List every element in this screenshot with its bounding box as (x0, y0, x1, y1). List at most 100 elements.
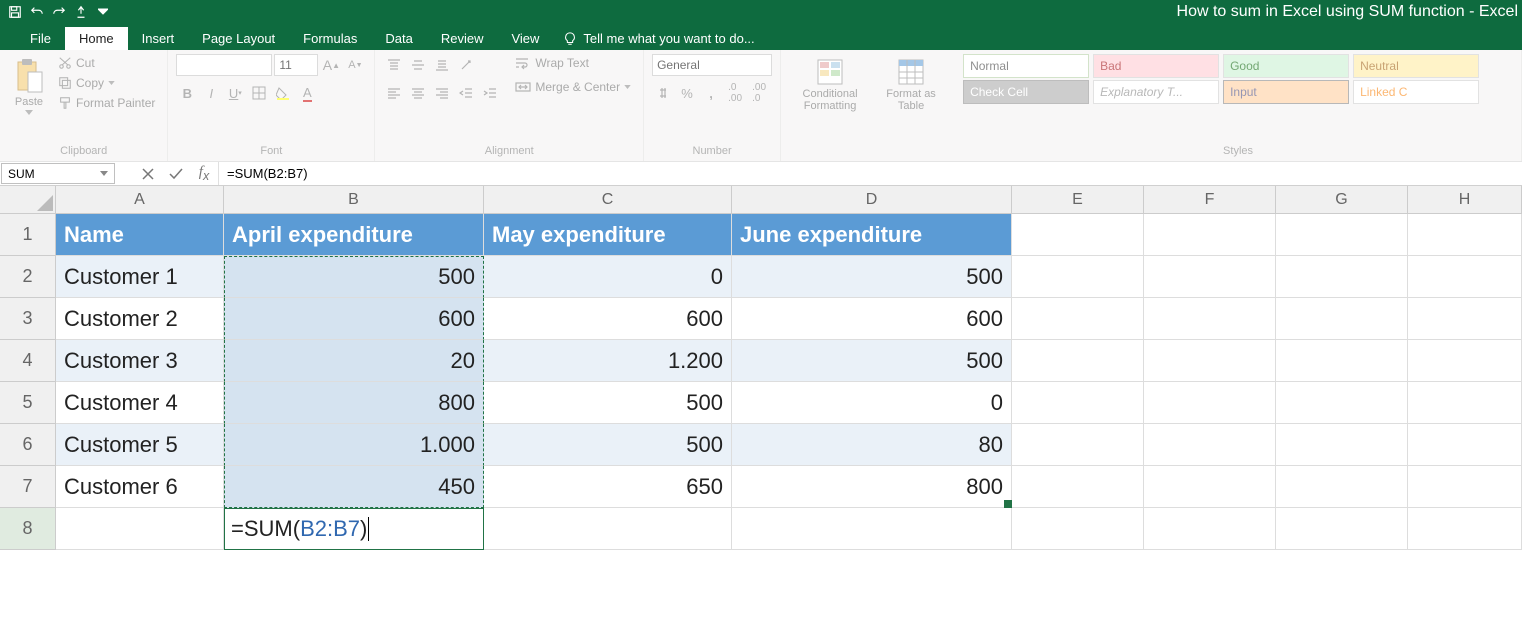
cell-G2[interactable] (1276, 256, 1408, 298)
font-size-input[interactable] (274, 54, 318, 76)
cell-B6[interactable]: 1.000 (224, 424, 484, 466)
conditional-formatting-button[interactable]: Conditional Formatting (789, 54, 871, 116)
cell-F2[interactable] (1144, 256, 1276, 298)
percent-icon[interactable]: % (676, 82, 698, 104)
qat-customize-icon[interactable] (92, 2, 114, 22)
cell-H8[interactable] (1408, 508, 1522, 550)
style-bad[interactable]: Bad (1093, 54, 1219, 78)
currency-icon[interactable] (652, 82, 674, 104)
cell-D8[interactable] (732, 508, 1012, 550)
fill-handle[interactable] (1004, 500, 1012, 508)
style-good[interactable]: Good (1223, 54, 1349, 78)
cell-E6[interactable] (1012, 424, 1144, 466)
number-format-select[interactable] (652, 54, 772, 76)
orientation-icon[interactable] (455, 54, 477, 76)
cell-G7[interactable] (1276, 466, 1408, 508)
column-header-D[interactable]: D (732, 186, 1012, 214)
increase-indent-icon[interactable] (479, 82, 501, 104)
row-header-3[interactable]: 3 (0, 298, 56, 340)
align-center-icon[interactable] (407, 82, 429, 104)
save-icon[interactable] (4, 2, 26, 22)
column-header-G[interactable]: G (1276, 186, 1408, 214)
cell-B4[interactable]: 20 (224, 340, 484, 382)
row-header-6[interactable]: 6 (0, 424, 56, 466)
decrease-indent-icon[interactable] (455, 82, 477, 104)
cell-G4[interactable] (1276, 340, 1408, 382)
cell-E5[interactable] (1012, 382, 1144, 424)
cell-A5[interactable]: Customer 4 (56, 382, 224, 424)
styles-gallery[interactable]: NormalBadGoodNeutralCheck CellExplanator… (963, 54, 1481, 104)
column-header-C[interactable]: C (484, 186, 732, 214)
border-button[interactable] (248, 82, 270, 104)
cell-B7[interactable]: 450 (224, 466, 484, 508)
cell-C5[interactable]: 500 (484, 382, 732, 424)
cancel-formula-button[interactable] (134, 162, 162, 185)
style-check-cell[interactable]: Check Cell (963, 80, 1089, 104)
cell-C1[interactable]: May expenditure (484, 214, 732, 256)
cell-F8[interactable] (1144, 508, 1276, 550)
select-all-corner[interactable] (0, 186, 56, 214)
style-explanatory-t-[interactable]: Explanatory T... (1093, 80, 1219, 104)
cell-H7[interactable] (1408, 466, 1522, 508)
tab-file[interactable]: File (16, 27, 65, 50)
cell-G1[interactable] (1276, 214, 1408, 256)
column-header-F[interactable]: F (1144, 186, 1276, 214)
row-header-5[interactable]: 5 (0, 382, 56, 424)
cell-C6[interactable]: 500 (484, 424, 732, 466)
cell-A3[interactable]: Customer 2 (56, 298, 224, 340)
align-bottom-icon[interactable] (431, 54, 453, 76)
align-top-icon[interactable] (383, 54, 405, 76)
tab-review[interactable]: Review (427, 27, 498, 50)
undo-icon[interactable] (26, 2, 48, 22)
tab-page-layout[interactable]: Page Layout (188, 27, 289, 50)
tab-insert[interactable]: Insert (128, 27, 189, 50)
cell-E3[interactable] (1012, 298, 1144, 340)
font-name-input[interactable] (176, 54, 272, 76)
row-header-1[interactable]: 1 (0, 214, 56, 256)
decrease-decimal-icon[interactable]: .00.0 (748, 82, 770, 104)
formula-input[interactable]: =SUM(B2:B7) (218, 162, 1522, 185)
row-header-4[interactable]: 4 (0, 340, 56, 382)
style-linked-c[interactable]: Linked C (1353, 80, 1479, 104)
cell-D6[interactable]: 80 (732, 424, 1012, 466)
cell-A2[interactable]: Customer 1 (56, 256, 224, 298)
cell-A1[interactable]: Name (56, 214, 224, 256)
row-header-2[interactable]: 2 (0, 256, 56, 298)
cell-H3[interactable] (1408, 298, 1522, 340)
comma-icon[interactable]: , (700, 82, 722, 104)
column-header-H[interactable]: H (1408, 186, 1522, 214)
cell-A8[interactable] (56, 508, 224, 550)
style-normal[interactable]: Normal (963, 54, 1089, 78)
tab-data[interactable]: Data (371, 27, 426, 50)
cell-B2[interactable]: 500 (224, 256, 484, 298)
redo-icon[interactable] (48, 2, 70, 22)
cell-D7[interactable]: 800 (732, 466, 1012, 508)
italic-button[interactable]: I (200, 82, 222, 104)
cell-D2[interactable]: 500 (732, 256, 1012, 298)
align-left-icon[interactable] (383, 82, 405, 104)
cell-C3[interactable]: 600 (484, 298, 732, 340)
cut-button[interactable]: Cut (54, 54, 159, 72)
cell-F3[interactable] (1144, 298, 1276, 340)
row-header-8[interactable]: 8 (0, 508, 56, 550)
bold-button[interactable]: B (176, 82, 198, 104)
cell-A7[interactable]: Customer 6 (56, 466, 224, 508)
align-right-icon[interactable] (431, 82, 453, 104)
align-middle-icon[interactable] (407, 54, 429, 76)
cell-F1[interactable] (1144, 214, 1276, 256)
cell-F4[interactable] (1144, 340, 1276, 382)
style-input[interactable]: Input (1223, 80, 1349, 104)
increase-font-icon[interactable]: A▲ (320, 54, 342, 76)
cell-B8-editing[interactable]: =SUM(B2:B7) (224, 508, 484, 550)
paste-button[interactable]: Paste (8, 54, 50, 119)
cell-E1[interactable] (1012, 214, 1144, 256)
cell-A4[interactable]: Customer 3 (56, 340, 224, 382)
cell-E8[interactable] (1012, 508, 1144, 550)
increase-decimal-icon[interactable]: .0.00 (724, 82, 746, 104)
touch-mode-icon[interactable] (70, 2, 92, 22)
cell-F5[interactable] (1144, 382, 1276, 424)
cell-G6[interactable] (1276, 424, 1408, 466)
cell-C4[interactable]: 1.200 (484, 340, 732, 382)
column-header-B[interactable]: B (224, 186, 484, 214)
fx-button[interactable]: fx (190, 162, 218, 185)
